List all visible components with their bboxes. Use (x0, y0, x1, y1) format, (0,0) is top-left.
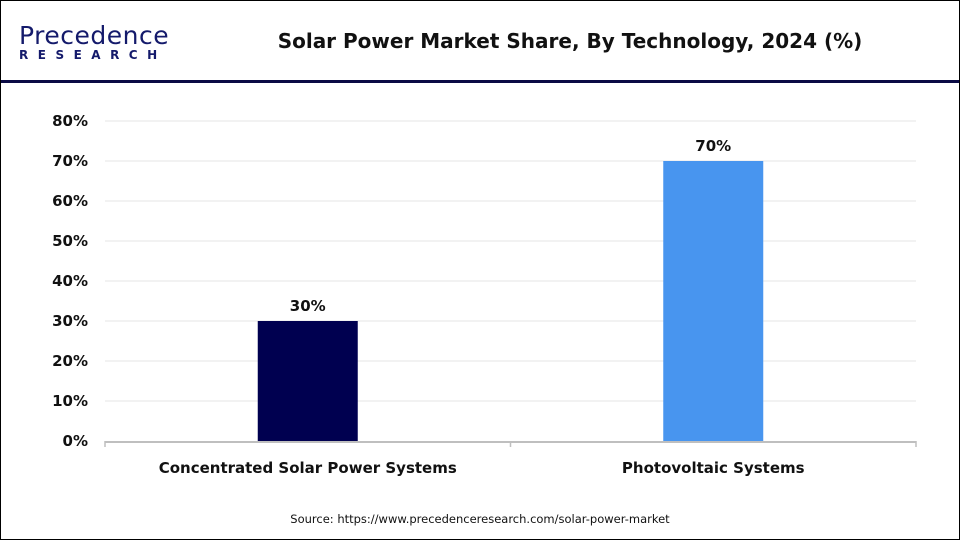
y-tick-label: 50% (52, 232, 88, 250)
y-tick-label: 40% (52, 272, 88, 290)
bar (663, 161, 764, 441)
y-tick-label: 20% (52, 352, 88, 370)
logo-line1: Precedence (19, 21, 170, 50)
logo-line2: RESEARCH (19, 48, 167, 62)
y-tick-label: 10% (52, 392, 88, 410)
x-tick-label: Photovoltaic Systems (622, 459, 805, 477)
data-label: 70% (695, 137, 731, 155)
precedence-research-logo: Precedence RESEARCH (19, 21, 169, 62)
y-tick-label: 0% (63, 432, 88, 450)
data-label: 30% (290, 297, 326, 315)
y-tick-label: 70% (52, 152, 88, 170)
y-tick-label: 30% (52, 312, 88, 330)
y-tick-label: 60% (52, 192, 88, 210)
source-note: Source: https://www.precedenceresearch.c… (290, 512, 670, 526)
chart-title: Solar Power Market Share, By Technology,… (277, 29, 863, 53)
x-tick-label: Concentrated Solar Power Systems (159, 459, 457, 477)
y-tick-label: 80% (52, 112, 88, 130)
header: Precedence RESEARCH Solar Power Market S… (1, 1, 959, 83)
bar (257, 321, 358, 441)
